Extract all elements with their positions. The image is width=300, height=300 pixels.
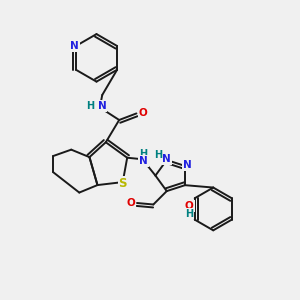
Text: H: H: [185, 209, 194, 219]
Text: N: N: [162, 154, 171, 164]
Text: H: H: [86, 101, 94, 111]
Text: O: O: [126, 198, 135, 208]
Text: N: N: [183, 160, 192, 170]
Text: O: O: [139, 108, 147, 118]
Text: H: H: [140, 149, 148, 159]
Text: O: O: [185, 201, 194, 211]
Text: N: N: [98, 101, 106, 111]
Text: S: S: [118, 177, 127, 190]
Text: N: N: [139, 156, 148, 166]
Text: H: H: [154, 150, 163, 160]
Text: N: N: [70, 41, 79, 51]
